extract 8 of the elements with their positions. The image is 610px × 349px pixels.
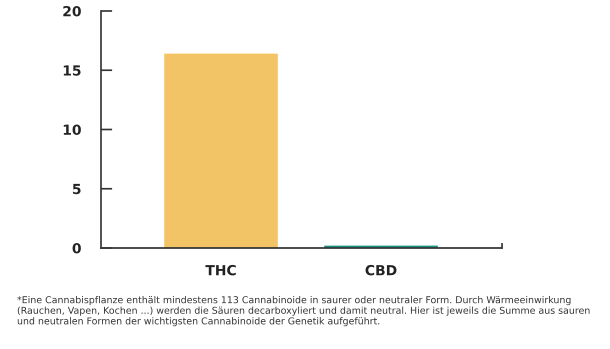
y-tick-label: 5 bbox=[72, 184, 81, 194]
x-tick-label: THC bbox=[205, 264, 236, 276]
y-tick-label: 0 bbox=[72, 242, 81, 254]
y-tick-label: 15 bbox=[64, 65, 81, 76]
y-tick-label: 10 bbox=[64, 124, 81, 135]
x-tick-label: CBD bbox=[366, 264, 396, 276]
y-tick-label: 20 bbox=[63, 6, 81, 16]
text: *Eine Cannabispflanze enthält mindestens 113 Cannabinoide in saurer oder neutraler Form. Durch Wärmeeinwirkung (Rauchen, Vapen, Kochen ...) werden die Säuren decarboxyliert und damit neutral. Hier ist jeweils die Summe aus sauren und neutralen Formen der wichtigsten Cannabinoide der Genetik aufgeführt. bbox=[17, 296, 590, 326]
